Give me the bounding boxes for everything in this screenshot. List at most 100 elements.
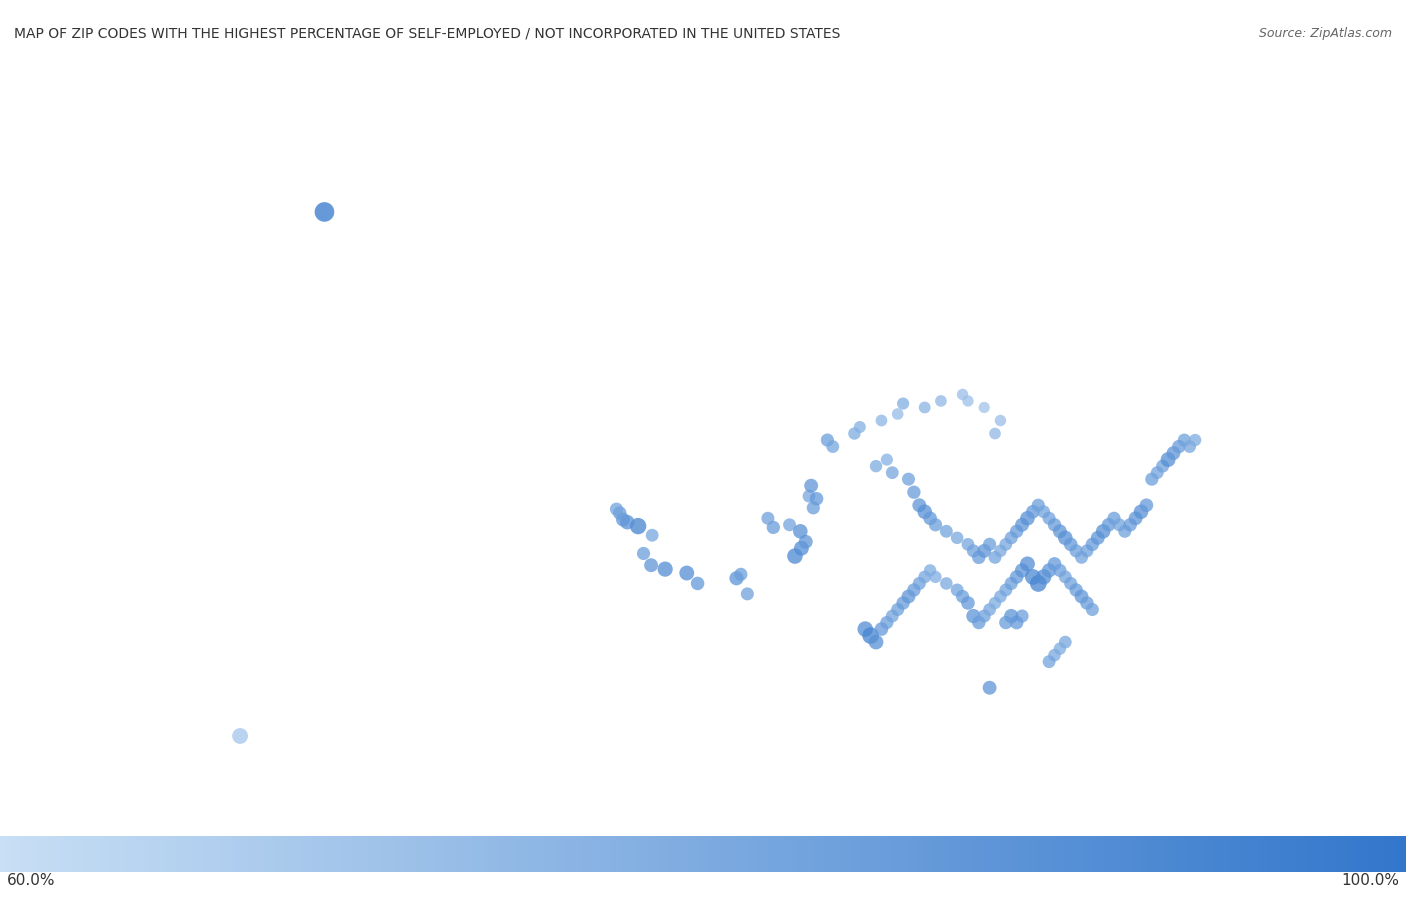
Point: [967, 616, 990, 630]
Point: [1097, 518, 1119, 532]
Point: [990, 414, 1012, 428]
Point: [229, 729, 252, 743]
Point: [903, 485, 925, 500]
Point: [920, 511, 942, 525]
Point: [946, 530, 969, 545]
Point: [1092, 524, 1115, 539]
Point: [1146, 466, 1168, 480]
Point: [1064, 583, 1087, 597]
Point: [929, 394, 952, 408]
Point: [952, 387, 974, 402]
Point: [973, 400, 995, 414]
Point: [1152, 458, 1174, 473]
Point: [1026, 498, 1049, 512]
Point: [1119, 518, 1142, 532]
Point: [914, 504, 936, 519]
Point: [1102, 511, 1125, 525]
Point: [654, 562, 676, 576]
Point: [924, 518, 946, 532]
Point: [790, 541, 813, 556]
Point: [920, 563, 942, 578]
Point: [1043, 518, 1066, 532]
Point: [1011, 518, 1033, 532]
Point: [821, 440, 844, 454]
Point: [627, 519, 650, 533]
Point: [1000, 609, 1022, 623]
Point: [314, 205, 336, 219]
Point: [1157, 452, 1180, 467]
Point: [1017, 556, 1039, 571]
Point: [737, 587, 759, 601]
Point: [1076, 544, 1098, 558]
Point: [914, 570, 936, 584]
Point: [1026, 576, 1049, 591]
Point: [870, 414, 893, 428]
Point: [1011, 563, 1033, 578]
Point: [1049, 642, 1071, 656]
Point: [1108, 518, 1130, 532]
Point: [935, 576, 957, 591]
Text: 60.0%: 60.0%: [7, 873, 55, 888]
Point: [973, 609, 995, 623]
Point: [870, 622, 893, 636]
Point: [990, 590, 1012, 604]
Point: [725, 571, 748, 585]
Point: [1130, 504, 1153, 519]
Point: [935, 524, 957, 539]
Point: [908, 576, 931, 591]
Point: [882, 466, 904, 480]
Point: [956, 538, 979, 552]
Point: [1081, 538, 1104, 552]
Point: [756, 511, 779, 525]
Point: [1022, 570, 1045, 584]
Point: [1167, 440, 1189, 454]
Point: [897, 590, 920, 604]
Point: [815, 433, 838, 448]
Point: [956, 596, 979, 610]
Point: [783, 549, 806, 564]
Point: [1032, 504, 1054, 519]
Point: [1017, 511, 1039, 525]
Point: [806, 492, 828, 506]
Point: [1005, 570, 1028, 584]
Point: [779, 518, 801, 532]
Point: [886, 407, 908, 422]
Point: [800, 478, 823, 493]
Point: [994, 538, 1017, 552]
Point: [1032, 570, 1054, 584]
Point: [1064, 544, 1087, 558]
Text: 100.0%: 100.0%: [1341, 873, 1399, 888]
Point: [967, 550, 990, 565]
Point: [903, 583, 925, 597]
Point: [990, 544, 1012, 558]
Point: [886, 602, 908, 617]
Point: [908, 498, 931, 512]
Point: [605, 502, 627, 516]
Point: [612, 512, 634, 527]
Point: [641, 528, 664, 542]
Point: [891, 596, 914, 610]
Point: [984, 426, 1007, 441]
Point: [914, 400, 936, 414]
Point: [962, 609, 984, 623]
Point: [1140, 472, 1163, 486]
Point: [1038, 563, 1060, 578]
Text: MAP OF ZIP CODES WITH THE HIGHEST PERCENTAGE OF SELF-EMPLOYED / NOT INCORPORATED: MAP OF ZIP CODES WITH THE HIGHEST PERCEN…: [14, 27, 841, 41]
Point: [1043, 556, 1066, 571]
Point: [1076, 596, 1098, 610]
Point: [865, 635, 887, 649]
Point: [609, 506, 631, 521]
Point: [924, 570, 946, 584]
Point: [730, 567, 752, 582]
Point: [891, 396, 914, 411]
Point: [1070, 550, 1092, 565]
Point: [1005, 616, 1028, 630]
Point: [1054, 530, 1077, 545]
Point: [994, 583, 1017, 597]
Point: [1087, 530, 1109, 545]
Point: [849, 420, 872, 434]
Point: [1114, 524, 1136, 539]
Point: [686, 576, 709, 591]
Point: [640, 558, 662, 573]
Point: [979, 681, 1001, 695]
